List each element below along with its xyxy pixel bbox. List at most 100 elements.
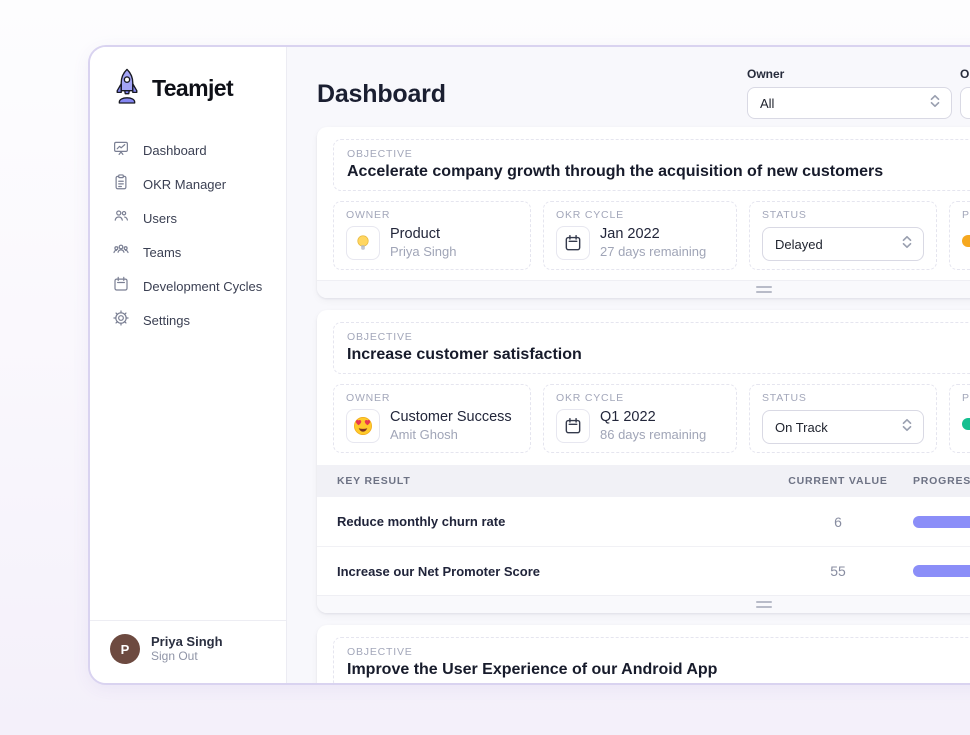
- card-resize-footer: [317, 280, 970, 298]
- sidebar-item-teams[interactable]: Teams: [90, 235, 286, 269]
- status-value: Delayed: [775, 236, 823, 252]
- sidebar-item-dashboard[interactable]: Dashboard: [90, 133, 286, 167]
- calendar-icon: [556, 226, 590, 260]
- page-title: Dashboard: [317, 80, 446, 108]
- objective-title: Improve the User Experience of our Andro…: [347, 661, 718, 678]
- status-label: STATUS: [762, 392, 807, 404]
- sidebar-item-label: Dashboard: [143, 142, 207, 158]
- current-value: 55: [830, 563, 846, 579]
- status-box: STATUS Delayed: [749, 201, 937, 270]
- objective-label: OBJECTIVE: [347, 148, 413, 160]
- app-name: Teamjet: [152, 75, 234, 101]
- okr-cycle-box: OKR CYCLE Jan 2022 27 days remaining: [543, 201, 737, 270]
- objective-card: OBJECTIVE Increase customer satisfaction…: [317, 310, 970, 613]
- cycle-name: Jan 2022: [600, 226, 660, 243]
- owner-filter: Owner All: [747, 67, 952, 119]
- sidebar-item-label: Teams: [143, 244, 182, 260]
- progress-bar: [962, 418, 970, 430]
- table-row: Reduce monthly churn rate 6: [317, 497, 970, 546]
- owner-filter-label: Owner: [747, 67, 785, 81]
- sidebar-item-label: Development Cycles: [143, 278, 263, 294]
- users-icon: [112, 207, 130, 230]
- owner-label: OWNER: [346, 392, 391, 404]
- cycle-name: Q1 2022: [600, 409, 656, 426]
- sidebar-item-development-cycles[interactable]: Development Cycles: [90, 269, 286, 303]
- column-header-current-value: CURRENT VALUE: [788, 475, 888, 487]
- drag-handle[interactable]: [756, 286, 772, 293]
- calendar-icon: [556, 409, 590, 443]
- status-select[interactable]: On Track: [762, 410, 924, 444]
- table-header-row: KEY RESULT CURRENT VALUE PROGRESS: [317, 465, 970, 497]
- objective-cards: OBJECTIVE Accelerate company growth thro…: [317, 127, 970, 683]
- sidebar-nav: Dashboard OKR Manager: [90, 133, 286, 337]
- status-box: STATUS On Track: [749, 384, 937, 453]
- objective-card: OBJECTIVE Improve the User Experience of…: [317, 625, 970, 683]
- app-logo: Teamjet: [90, 47, 286, 115]
- objective-label: OBJECTIVE: [347, 646, 413, 658]
- teams-icon: [112, 241, 130, 264]
- sidebar-item-label: Users: [143, 210, 177, 226]
- progress-label: PROGRESS: [962, 209, 970, 221]
- owner-team: Customer Success: [390, 409, 512, 426]
- okr-cycle-filter: OKR Cycle: [960, 67, 970, 119]
- owner-box: OWNER Product Priya: [333, 201, 531, 270]
- cycle-remaining: 27 days remaining: [600, 243, 707, 259]
- main-content: Dashboard Owner All OKR Cycle: [287, 47, 970, 683]
- owner-person: Amit Ghosh: [390, 426, 458, 442]
- sidebar-item-okr-manager[interactable]: OKR Manager: [90, 167, 286, 201]
- sidebar-item-settings[interactable]: Settings: [90, 303, 286, 337]
- okr-cycle-label: OKR CYCLE: [556, 209, 624, 221]
- progress-box: PROGRESS: [949, 201, 970, 270]
- sidebar-item-label: Settings: [143, 312, 190, 328]
- okr-cycle-filter-label: OKR Cycle: [960, 67, 970, 81]
- dashboard-chart-icon: [112, 139, 130, 162]
- cycle-remaining: 86 days remaining: [600, 426, 707, 442]
- objective-meta-row: OWNER Product Priya: [333, 201, 970, 270]
- sidebar-item-label: OKR Manager: [143, 176, 227, 192]
- okr-cycle-label: OKR CYCLE: [556, 392, 624, 404]
- objective-card: OBJECTIVE Accelerate company growth thro…: [317, 127, 970, 298]
- lightbulb-emoji: [346, 226, 380, 260]
- clipboard-icon: [112, 173, 130, 196]
- chevron-up-down-icon: [929, 94, 941, 113]
- objective-header: OBJECTIVE Increase customer satisfaction: [333, 322, 970, 374]
- calendar-icon: [112, 275, 130, 298]
- key-results-table: KEY RESULT CURRENT VALUE PROGRESS Reduce…: [317, 465, 970, 595]
- owner-filter-value: All: [760, 95, 775, 111]
- okr-cycle-filter-select[interactable]: [960, 87, 970, 119]
- owner-label: OWNER: [346, 209, 391, 221]
- key-result-progress-bar: [913, 565, 970, 577]
- objective-title: Accelerate company growth through the ac…: [347, 163, 884, 180]
- card-resize-footer: [317, 595, 970, 613]
- owner-person: Priya Singh: [390, 243, 457, 259]
- chevron-up-down-icon: [901, 235, 913, 254]
- key-result-name: Reduce monthly churn rate: [337, 514, 506, 529]
- avatar: P: [110, 634, 140, 665]
- sidebar-item-users[interactable]: Users: [90, 201, 286, 235]
- owner-team: Product: [390, 226, 440, 243]
- objective-header: OBJECTIVE Accelerate company growth thro…: [333, 139, 970, 191]
- status-select[interactable]: Delayed: [762, 227, 924, 261]
- progress-label: PROGRESS: [962, 392, 970, 404]
- sidebar: Teamjet Dashboard: [90, 47, 287, 683]
- progress-bar: [962, 235, 970, 247]
- gear-icon: [112, 309, 130, 332]
- okr-cycle-box: OKR CYCLE Q1 2022 86 days remaining: [543, 384, 737, 453]
- drag-handle[interactable]: [756, 601, 772, 608]
- objective-title: Increase customer satisfaction: [347, 346, 582, 363]
- main-header: Dashboard Owner All OKR Cycle: [317, 67, 970, 127]
- user-name: Priya Singh: [151, 633, 223, 649]
- chevron-up-down-icon: [901, 418, 913, 437]
- sign-out-link[interactable]: Sign Out: [151, 649, 198, 664]
- key-result-progress-bar: [913, 515, 970, 528]
- rocket-icon: [110, 66, 144, 111]
- objective-header: OBJECTIVE Improve the User Experience of…: [333, 637, 970, 683]
- key-result-name: Increase our Net Promoter Score: [337, 563, 541, 579]
- objective-label: OBJECTIVE: [347, 331, 413, 343]
- status-label: STATUS: [762, 209, 807, 221]
- column-header-key-result: KEY RESULT: [337, 475, 411, 487]
- objective-meta-row: OWNER Customer S: [333, 384, 970, 453]
- column-header-progress: PROGRESS: [913, 475, 970, 487]
- owner-filter-select[interactable]: All: [747, 87, 952, 119]
- sidebar-user-section: P Priya Singh Sign Out: [90, 619, 286, 683]
